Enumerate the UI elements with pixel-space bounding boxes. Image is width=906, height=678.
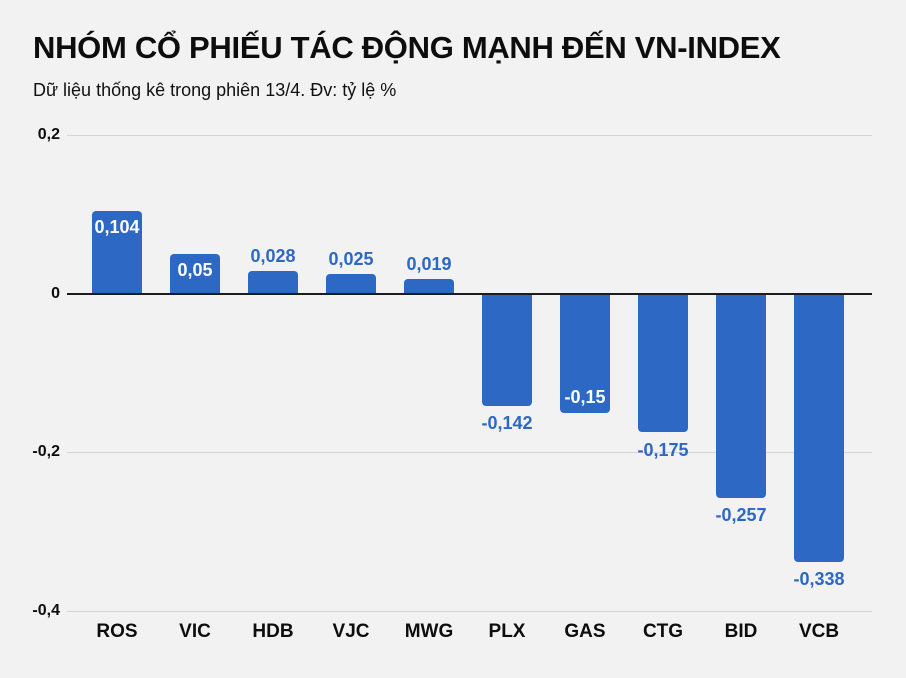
bar-value-label: 0,05 xyxy=(177,260,213,280)
gridline xyxy=(67,135,872,136)
bar-value-label: -0,15 xyxy=(564,386,606,407)
y-axis-tick-label: 0,2 xyxy=(37,126,60,143)
bar-value-label: 0,028 xyxy=(250,246,296,267)
bar-value-label: -0,257 xyxy=(715,504,767,525)
gridline xyxy=(67,452,872,454)
x-axis-category-label: CTG xyxy=(642,621,684,642)
bar-value-label: 0,019 xyxy=(406,253,452,274)
bar-PLX xyxy=(482,294,532,407)
bar-VJC xyxy=(326,273,376,294)
bar-value-label: -0,175 xyxy=(637,439,689,460)
chart-title: NHÓM CỔ PHIẾU TÁC ĐỘNG MẠNH ĐẾN VN-INDEX xyxy=(33,30,781,65)
y-axis-tick-label: 0 xyxy=(51,284,60,302)
x-axis-category-label: MWG xyxy=(404,621,454,642)
bar-HDB xyxy=(248,271,298,294)
bar-value-label: -0,142 xyxy=(481,413,533,434)
x-axis-category-label: HDB xyxy=(252,621,294,642)
gridline xyxy=(67,611,872,612)
x-axis-category-label: ROS xyxy=(96,621,138,642)
x-axis-category-label: GAS xyxy=(564,621,606,642)
bar-MWG xyxy=(404,278,454,294)
x-axis-category-label: BID xyxy=(724,621,758,642)
bar-VIC xyxy=(170,254,220,294)
bar-VCB xyxy=(794,294,844,562)
x-axis-category-label: VIC xyxy=(179,621,211,642)
bar-value-label: 0,025 xyxy=(328,248,374,269)
chart-subtitle: Dữ liệu thống kê trong phiên 13/4. Đv: t… xyxy=(33,80,397,100)
y-axis-tick-label: -0,4 xyxy=(32,602,60,619)
zero-axis-line xyxy=(67,292,872,295)
x-axis-category-label: VCB xyxy=(798,621,840,642)
bar-CTG xyxy=(638,294,688,433)
bar-value-label: 0,104 xyxy=(94,217,140,238)
bar-value-label: -0,338 xyxy=(793,568,845,589)
x-axis-category-label: VJC xyxy=(332,621,370,642)
bar-BID xyxy=(716,294,766,498)
bar-GAS xyxy=(560,294,610,413)
bar-ROS xyxy=(92,211,142,294)
y-axis-tick-label: -0,2 xyxy=(32,443,60,461)
x-axis-category-label: PLX xyxy=(488,621,526,642)
